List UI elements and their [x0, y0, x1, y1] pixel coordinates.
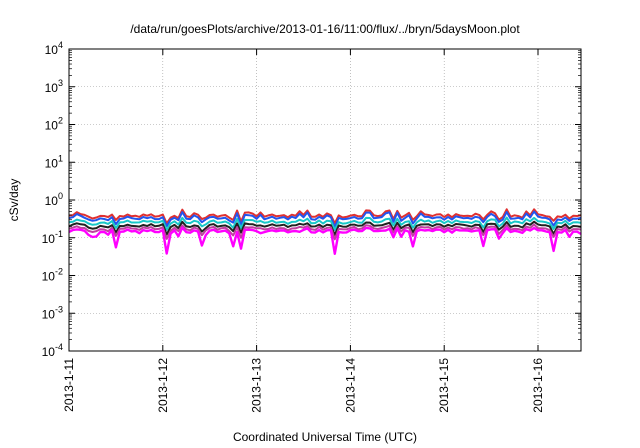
x-tick-labels: 2013-1-11 2013-1-12 2013-1-13 2013-1-14 2013… [62, 358, 545, 413]
y-tick-label: 102 [45, 116, 63, 133]
y-tick-label: 103 [45, 78, 63, 95]
grid [69, 49, 581, 351]
x-tick-label: 2013-1-14 [343, 358, 357, 413]
x-axis-label: Coordinated Universal Time (UTC) [233, 430, 417, 444]
x-tick-label: 2013-1-15 [437, 358, 451, 413]
y-tick-label: 104 [45, 40, 63, 57]
x-tick-label: 2013-1-12 [156, 358, 170, 413]
y-tick-label: 100 [45, 191, 63, 208]
chart-title: /data/run/goesPlots/archive/2013-01-16/1… [130, 22, 520, 36]
series-line-1 [68, 208, 582, 225]
series-line-5 [68, 223, 582, 241]
x-tick-label: 2013-1-13 [250, 358, 264, 413]
series-line-6 [68, 226, 582, 256]
y-tick-labels: 10-4 10-3 10-2 10-1 100 101 102 103 104 [42, 40, 63, 359]
y-tick-label: 10-3 [42, 304, 63, 321]
series-line-2 [68, 210, 582, 228]
tick-marks [68, 48, 581, 352]
y-tick-label: 10-2 [42, 267, 63, 284]
x-tick-label: 2013-1-11 [62, 358, 76, 412]
y-tick-label: 10-4 [42, 342, 63, 359]
series-line-3 [68, 216, 582, 231]
series-group [68, 208, 582, 256]
x-tick-label: 2013-1-16 [531, 358, 545, 413]
y-tick-label: 101 [45, 153, 63, 170]
y-tick-label: 10-1 [42, 229, 63, 246]
y-axis-label: cSv/day [7, 179, 21, 222]
series-line-4 [68, 220, 582, 236]
